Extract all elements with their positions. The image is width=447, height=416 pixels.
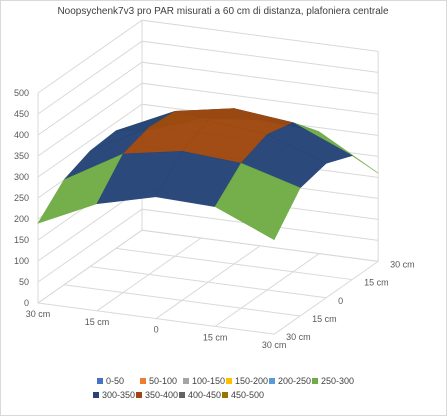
surface-plot — [37, 108, 379, 241]
x-tick-label: 15 cm — [203, 332, 228, 342]
legend-swatch — [269, 378, 275, 384]
legend-swatch — [222, 392, 228, 398]
y-tick-label: 0 — [338, 296, 343, 306]
legend-label: 150-200 — [235, 376, 268, 386]
gridline-floor — [115, 247, 353, 281]
gridline-floor — [37, 302, 275, 335]
legend-swatch — [93, 392, 99, 398]
z-tick-label: 350 — [14, 151, 29, 161]
z-tick-label: 50 — [19, 277, 29, 287]
legend: 0-50 50-100 100-150 150-200 200-250 250-300 30… — [93, 376, 354, 400]
y-tick-label: 15 cm — [312, 314, 337, 324]
gridline-floor — [63, 284, 301, 317]
z-tick-label: 0 — [24, 298, 29, 308]
legend-label: 400-450 — [188, 390, 221, 400]
legend-label: 300-350 — [102, 390, 135, 400]
y-tick-label: 15 cm — [364, 278, 389, 288]
z-tick-label: 250 — [14, 193, 29, 203]
legend-swatch — [183, 378, 189, 384]
legend-label: 450-500 — [231, 390, 264, 400]
legend-label: 50-100 — [149, 376, 177, 386]
legend-swatch — [179, 392, 185, 398]
legend-swatch — [97, 378, 103, 384]
z-tick-label: 200 — [14, 214, 29, 224]
legend-swatch — [140, 378, 146, 384]
x-tick-label: 0 — [154, 325, 159, 335]
legend-swatch — [226, 378, 232, 384]
legend-swatch — [136, 392, 142, 398]
legend-label: 350-400 — [145, 390, 178, 400]
legend-label: 200-250 — [278, 376, 311, 386]
y-tick-label: 30 cm — [390, 259, 415, 269]
y-tick-label: 30 cm — [286, 332, 311, 342]
z-tick-label: 400 — [14, 130, 29, 140]
z-tick-label: 450 — [14, 109, 29, 119]
x-tick-label: 15 cm — [85, 317, 110, 327]
gridline-floor — [141, 229, 379, 262]
gridline-floor — [89, 266, 327, 299]
z-tick-label: 100 — [14, 256, 29, 266]
legend-label: 100-150 — [192, 376, 225, 386]
gridline-z — [37, 208, 379, 283]
z-tick-label: 300 — [14, 172, 29, 182]
legend-label: 250-300 — [321, 376, 354, 386]
z-tick-label: 150 — [14, 235, 29, 245]
gridline-z — [37, 229, 379, 304]
chart-title: Noopsychenk7v3 pro PAR misurati a 60 cm … — [57, 6, 389, 17]
surface-patch — [214, 162, 301, 241]
z-tick-label: 500 — [14, 88, 29, 98]
gridline-z — [37, 40, 379, 115]
x-tick-label: 30 cm — [262, 340, 287, 350]
legend-swatch — [312, 378, 318, 384]
x-tick-label: 30 cm — [26, 309, 51, 319]
gridline-z — [37, 19, 379, 94]
legend-label: 0-50 — [106, 376, 124, 386]
